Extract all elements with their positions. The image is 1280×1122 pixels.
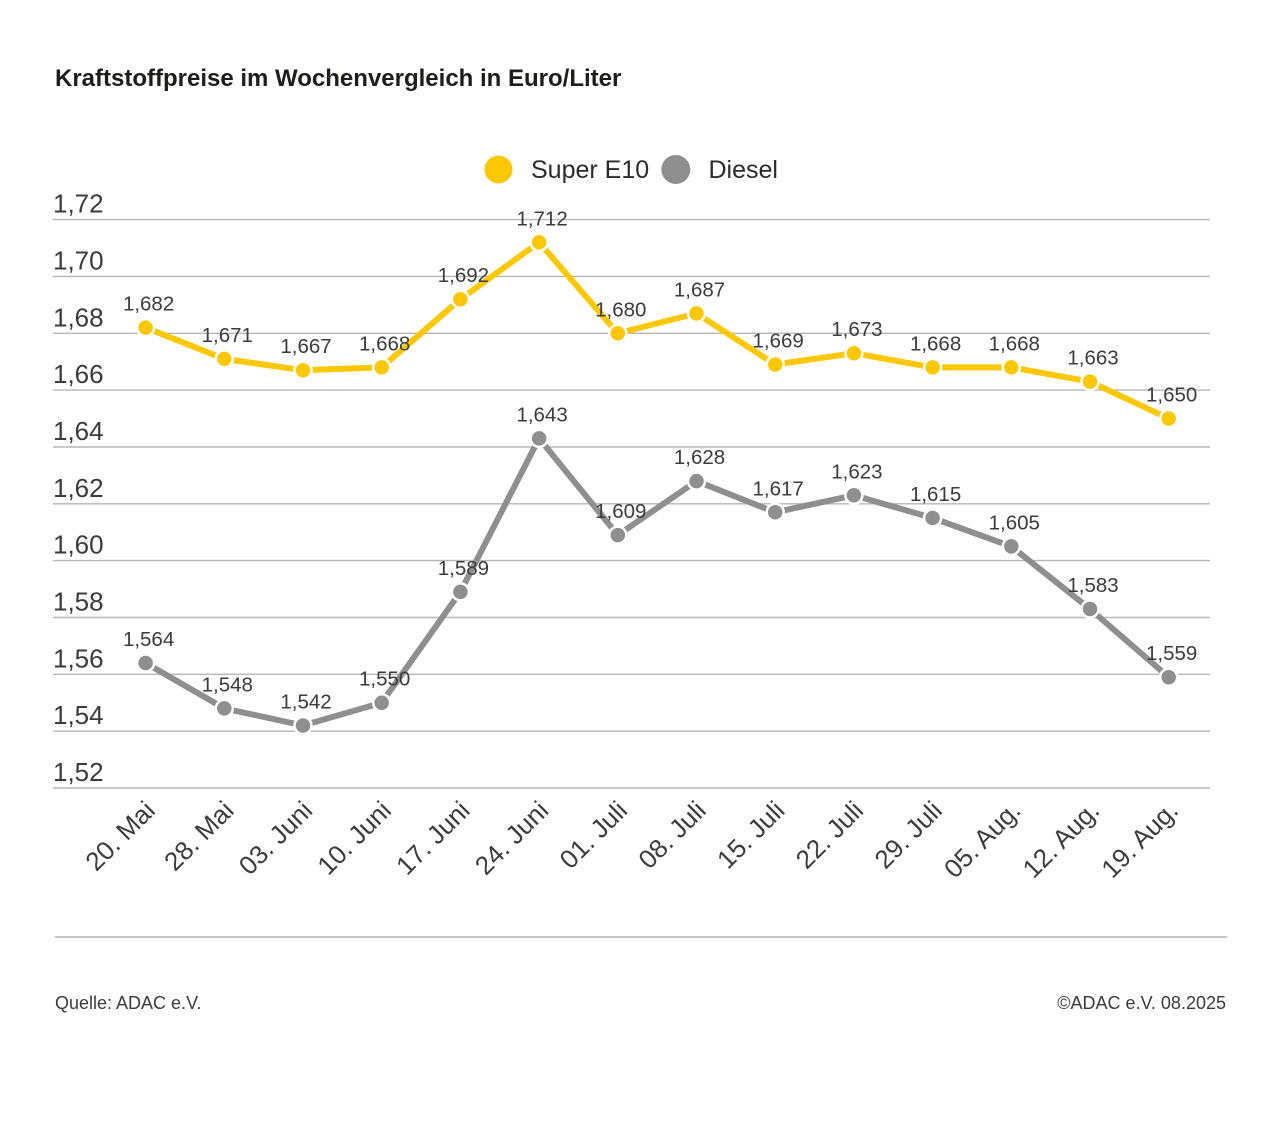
svg-text:1,70: 1,70 (53, 245, 104, 275)
svg-text:1,623: 1,623 (831, 460, 882, 483)
svg-text:1,550: 1,550 (359, 668, 410, 691)
svg-text:1,60: 1,60 (53, 530, 104, 560)
svg-text:1,609: 1,609 (595, 500, 646, 523)
svg-text:1,559: 1,559 (1146, 642, 1197, 665)
svg-text:1,605: 1,605 (989, 511, 1040, 534)
svg-text:1,650: 1,650 (1146, 384, 1197, 407)
svg-text:1,548: 1,548 (202, 673, 253, 696)
svg-text:1,617: 1,617 (753, 477, 804, 500)
svg-text:1,589: 1,589 (438, 557, 489, 580)
svg-text:1,668: 1,668 (359, 332, 410, 355)
svg-text:1,682: 1,682 (123, 293, 174, 316)
svg-text:1,668: 1,668 (910, 332, 961, 355)
svg-text:1,669: 1,669 (753, 330, 804, 353)
svg-text:1,54: 1,54 (53, 700, 104, 730)
svg-text:1,663: 1,663 (1067, 347, 1118, 370)
svg-text:1,62: 1,62 (53, 473, 104, 503)
svg-text:1,671: 1,671 (202, 324, 253, 347)
svg-text:Kraftstoffpreise im Wochenverg: Kraftstoffpreise im Wochenvergleich in E… (55, 65, 621, 92)
svg-text:1,58: 1,58 (53, 587, 104, 617)
svg-text:Super E10: Super E10 (531, 156, 649, 184)
svg-text:1,643: 1,643 (516, 403, 567, 426)
svg-text:Quelle: ADAC e.V.: Quelle: ADAC e.V. (55, 993, 201, 1013)
svg-text:1,687: 1,687 (674, 278, 725, 301)
svg-text:1,564: 1,564 (123, 628, 174, 651)
svg-text:1,66: 1,66 (53, 359, 104, 389)
svg-text:1,692: 1,692 (438, 264, 489, 287)
svg-text:1,668: 1,668 (989, 332, 1040, 355)
svg-text:1,680: 1,680 (595, 298, 646, 321)
svg-text:1,628: 1,628 (674, 446, 725, 469)
svg-text:1,667: 1,667 (280, 335, 331, 358)
svg-text:1,64: 1,64 (53, 416, 104, 446)
svg-text:1,68: 1,68 (53, 302, 104, 332)
svg-text:1,542: 1,542 (280, 691, 331, 714)
svg-text:1,72: 1,72 (53, 189, 104, 219)
svg-text:©ADAC e.V. 08.2025: ©ADAC e.V. 08.2025 (1057, 993, 1226, 1013)
svg-text:1,712: 1,712 (516, 207, 567, 230)
svg-text:1,56: 1,56 (53, 643, 104, 673)
svg-text:1,583: 1,583 (1067, 574, 1118, 597)
svg-text:Diesel: Diesel (709, 156, 778, 184)
svg-text:1,673: 1,673 (831, 318, 882, 341)
svg-text:1,52: 1,52 (53, 757, 104, 787)
svg-text:1,615: 1,615 (910, 483, 961, 506)
